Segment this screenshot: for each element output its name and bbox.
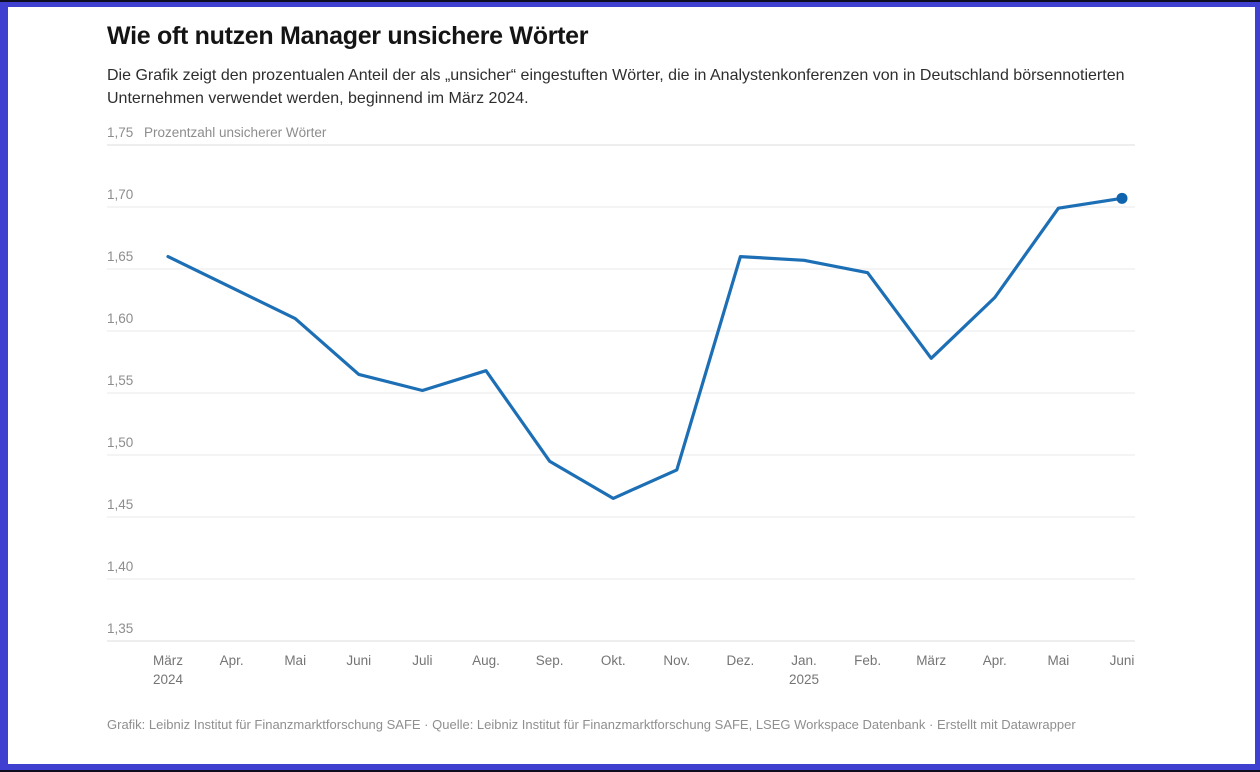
x-tick-label: Feb.: [854, 653, 881, 668]
x-tick-label: Apr.: [983, 653, 1007, 668]
x-tick-label: Mai: [1048, 653, 1070, 668]
x-tick-label: Mai: [284, 653, 306, 668]
y-tick-label: 1,70: [107, 187, 133, 202]
y-tick-label: 1,50: [107, 435, 133, 450]
chart-content: Wie oft nutzen Manager unsichere Wörter …: [8, 7, 1255, 734]
x-tick-label: Nov.: [663, 653, 690, 668]
y-tick-label: 1,35: [107, 621, 133, 636]
x-tick-label: Juni: [346, 653, 371, 668]
x-tick-label: März: [916, 653, 946, 668]
y-axis-title: Prozentzahl unsicherer Wörter: [144, 125, 327, 140]
x-tick-label: Jan.: [791, 653, 817, 668]
x-tick-label: März: [153, 653, 183, 668]
y-tick-label: 1,65: [107, 249, 133, 264]
y-tick-label: 1,75: [107, 125, 133, 140]
line-chart: 1,75 1,70 1,65 1,60 1,55 1,50 1,45 1,40 1,35 Proz…: [107, 125, 1135, 687]
x-tick-label: Juni: [1110, 653, 1135, 668]
chart-area: 1,75 1,70 1,65 1,60 1,55 1,50 1,45 1,40 1,35 Proz…: [107, 113, 1255, 703]
chart-subtitle: Die Grafik zeigt den prozentualen Anteil…: [107, 67, 1125, 107]
y-tick-label: 1,40: [107, 559, 133, 574]
footer-credit: Grafik: Leibniz Institut für Finanzmarkt…: [107, 717, 1076, 732]
x-tick-label: Apr.: [220, 653, 244, 668]
x-tick-year-label: 2025: [789, 672, 819, 687]
page-title: Wie oft nutzen Manager unsichere Wörter: [107, 22, 589, 50]
x-tick-label: Dez.: [727, 653, 755, 668]
y-tick-label: 1,60: [107, 311, 133, 326]
series-line: [166, 196, 1124, 500]
x-tick-year-label: 2024: [153, 672, 184, 687]
y-tick-label: 1,45: [107, 497, 133, 512]
last-point-marker: [1116, 192, 1128, 204]
x-tick-label: Okt.: [601, 653, 626, 668]
x-tick-label: Sep.: [536, 653, 564, 668]
y-tick-label: 1,55: [107, 373, 133, 388]
x-tick-label: Aug.: [472, 653, 500, 668]
x-tick-label: Juli: [412, 653, 432, 668]
chart-card: Wie oft nutzen Manager unsichere Wörter …: [8, 7, 1255, 764]
